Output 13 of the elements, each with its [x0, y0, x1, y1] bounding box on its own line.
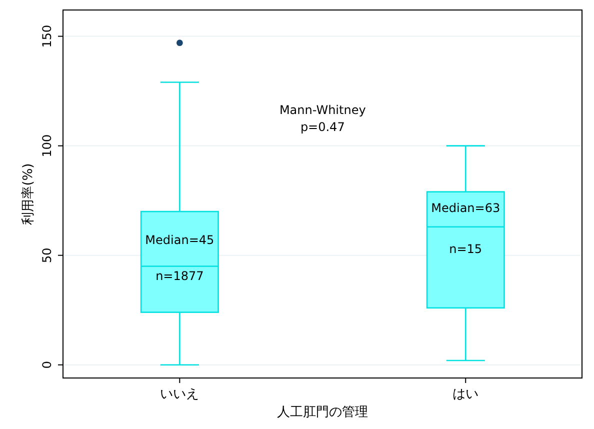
- x-tick-label: いいえ: [160, 387, 200, 402]
- x-axis-title: 人工肛門の管理: [277, 405, 368, 420]
- annotation: Mann-Whitney p=0.47: [279, 103, 366, 134]
- y-tick-label: 0: [40, 361, 54, 369]
- y-axis-title: 利用率(%): [20, 163, 36, 225]
- annotation: Median=63: [431, 201, 500, 215]
- y-tick-label: 50: [40, 248, 54, 263]
- x-tick-label: はい: [452, 387, 479, 402]
- annotation: n=1877: [156, 269, 204, 283]
- y-tick-label: 150: [40, 24, 54, 48]
- y-tick-label: 100: [40, 134, 54, 158]
- annotation: Median=45: [145, 233, 214, 247]
- annotation: n=15: [449, 242, 482, 256]
